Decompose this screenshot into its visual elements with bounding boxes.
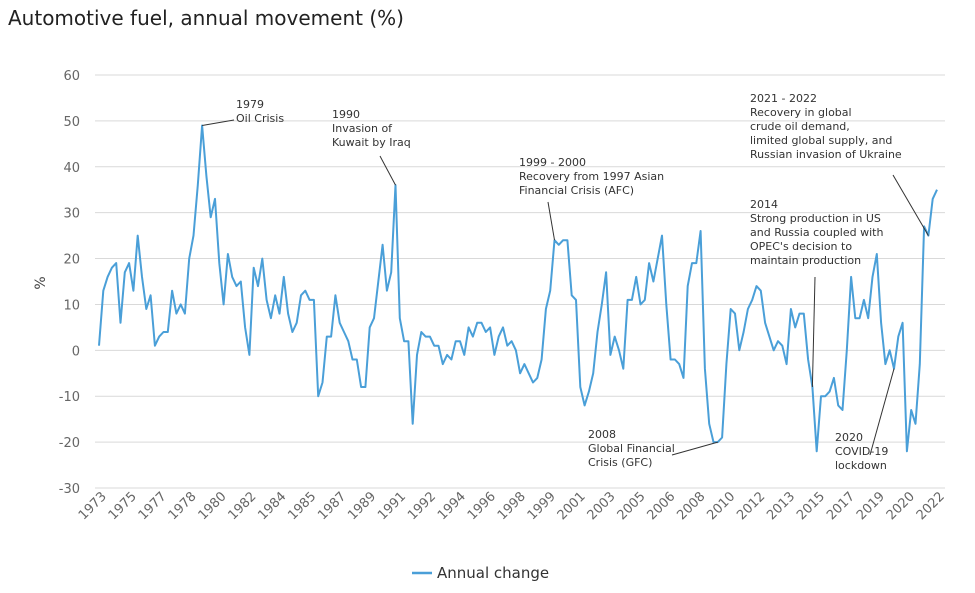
x-tick-label: 1978 <box>166 489 200 523</box>
x-axis-ticks: 1973197519771978198019821984198519871989… <box>76 489 948 523</box>
x-tick-label: 2010 <box>704 489 738 523</box>
annotation-text: 2021 - 2022 <box>750 92 817 105</box>
annotation-text: crude oil demand, <box>750 120 850 133</box>
x-tick-label: 1999 <box>525 489 559 523</box>
y-tick-label: 30 <box>63 207 80 222</box>
x-tick-label: 1982 <box>225 489 259 523</box>
x-tick-label: 2015 <box>794 489 828 523</box>
annotation-text: lockdown <box>835 459 887 472</box>
legend-label-annual-change: Annual change <box>437 564 549 582</box>
x-tick-label: 1980 <box>196 489 230 523</box>
annotation-text: Global Financial <box>588 442 675 455</box>
x-tick-label: 1994 <box>435 489 469 523</box>
annotation-text: Russian invasion of Ukraine <box>750 148 902 161</box>
annotation-text: Kuwait by Iraq <box>332 136 411 149</box>
annotation-text: 1990 <box>332 108 360 121</box>
annotation-leader <box>202 119 235 126</box>
x-tick-label: 2008 <box>674 489 708 523</box>
annotation-text: 2014 <box>750 198 778 211</box>
y-tick-label: 0 <box>72 344 80 359</box>
chart-title: Automotive fuel, annual movement (%) <box>8 6 404 30</box>
annotation-text: OPEC's decision to <box>750 240 852 253</box>
annotation-text: 2008 <box>588 428 616 441</box>
annotation-leader <box>547 201 556 241</box>
grid-lines <box>95 74 945 489</box>
x-tick-label: 2022 <box>914 489 948 523</box>
annotation-text: Recovery from 1997 Asian <box>519 170 664 183</box>
annotation-text: Invasion of <box>332 122 393 135</box>
y-tick-label: 60 <box>63 69 80 84</box>
annotation-text: limited global supply, and <box>750 134 892 147</box>
x-tick-label: 1975 <box>106 489 140 523</box>
x-tick-label: 2013 <box>764 489 798 523</box>
y-tick-label: 20 <box>63 253 80 268</box>
annotation-text: COVID-19 <box>835 445 888 458</box>
annotation-text: 2020 <box>835 431 863 444</box>
series-line-annual-change <box>98 124 938 453</box>
annotation-leader <box>811 276 816 388</box>
y-tick-label: -20 <box>59 436 80 451</box>
x-tick-label: 2003 <box>585 489 619 523</box>
annotation-text: 1999 - 2000 <box>519 156 586 169</box>
annotation-text: Strong production in US <box>750 212 881 225</box>
annotation-leader <box>671 441 718 456</box>
annotation-leader <box>379 155 396 186</box>
x-tick-label: 1992 <box>405 489 439 523</box>
x-tick-label: 1984 <box>255 489 289 523</box>
series-layer <box>98 124 938 453</box>
annotation-leader <box>892 174 929 236</box>
x-tick-label: 1985 <box>285 489 319 523</box>
y-tick-label: 50 <box>63 115 80 130</box>
x-tick-label: 2001 <box>555 489 589 523</box>
x-tick-label: 1987 <box>315 489 349 523</box>
x-tick-label: 1977 <box>136 489 170 523</box>
x-tick-label: 1991 <box>375 489 409 523</box>
x-tick-label: 1973 <box>76 489 110 523</box>
x-tick-label: 2012 <box>734 489 768 523</box>
y-tick-label: -30 <box>59 482 80 497</box>
x-tick-label: 2006 <box>644 489 678 523</box>
x-tick-label: 2017 <box>824 489 858 523</box>
annotation-text: and Russia coupled with <box>750 226 883 239</box>
y-axis-ticks: 60 50 40 30 20 10 0 -10 -20 -30 <box>59 69 80 497</box>
annotation-text: Oil Crisis <box>236 112 284 125</box>
y-tick-label: 40 <box>63 161 80 176</box>
x-tick-label: 2020 <box>884 489 918 523</box>
annotation-text: Financial Crisis (AFC) <box>519 184 634 197</box>
y-tick-label: -10 <box>59 390 80 405</box>
annotation-text: maintain production <box>750 254 861 267</box>
x-tick-label: 2005 <box>615 489 649 523</box>
y-axis-label: % <box>33 276 49 289</box>
annotation-leader <box>869 368 895 456</box>
legend[interactable]: Annual change <box>412 564 549 582</box>
annotation-text: Recovery in global <box>750 106 852 119</box>
x-tick-label: 1996 <box>465 489 499 523</box>
annotation-text: 1979 <box>236 98 264 111</box>
x-tick-label: 2019 <box>854 489 888 523</box>
annotation-text: Crisis (GFC) <box>588 456 652 469</box>
y-tick-label: 10 <box>63 298 80 313</box>
x-tick-label: 1998 <box>495 489 529 523</box>
x-tick-label: 1989 <box>345 489 379 523</box>
